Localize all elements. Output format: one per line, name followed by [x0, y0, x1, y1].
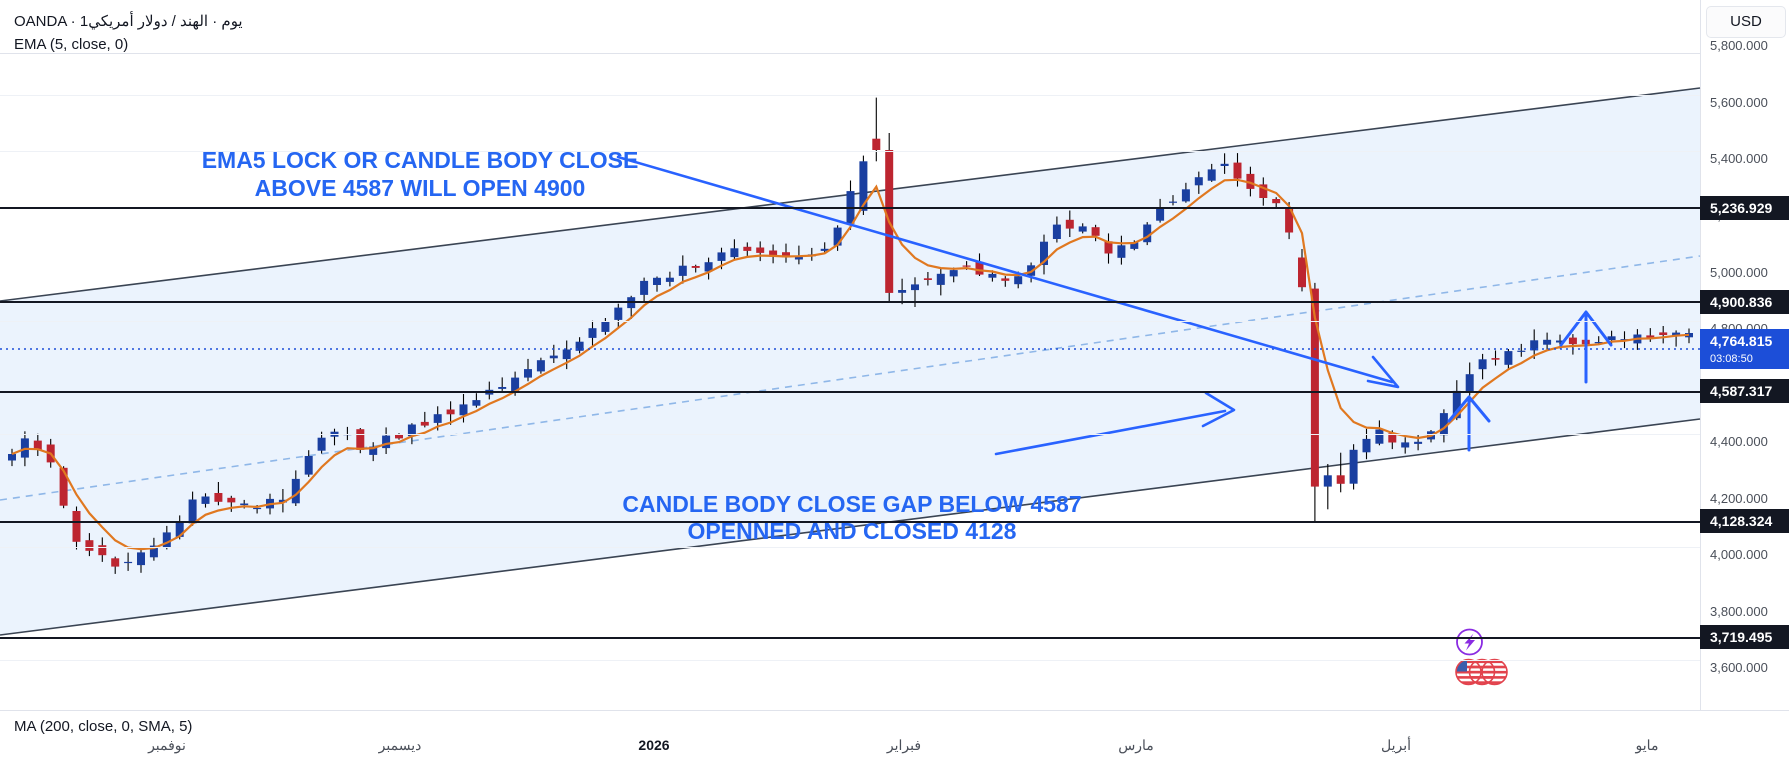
svg-text:CANDLE BODY CLOSE GAP BELOW 45: CANDLE BODY CLOSE GAP BELOW 4587 [622, 491, 1081, 517]
svg-text:ABOVE 4587 WILL OPEN 4900: ABOVE 4587 WILL OPEN 4900 [255, 175, 586, 201]
